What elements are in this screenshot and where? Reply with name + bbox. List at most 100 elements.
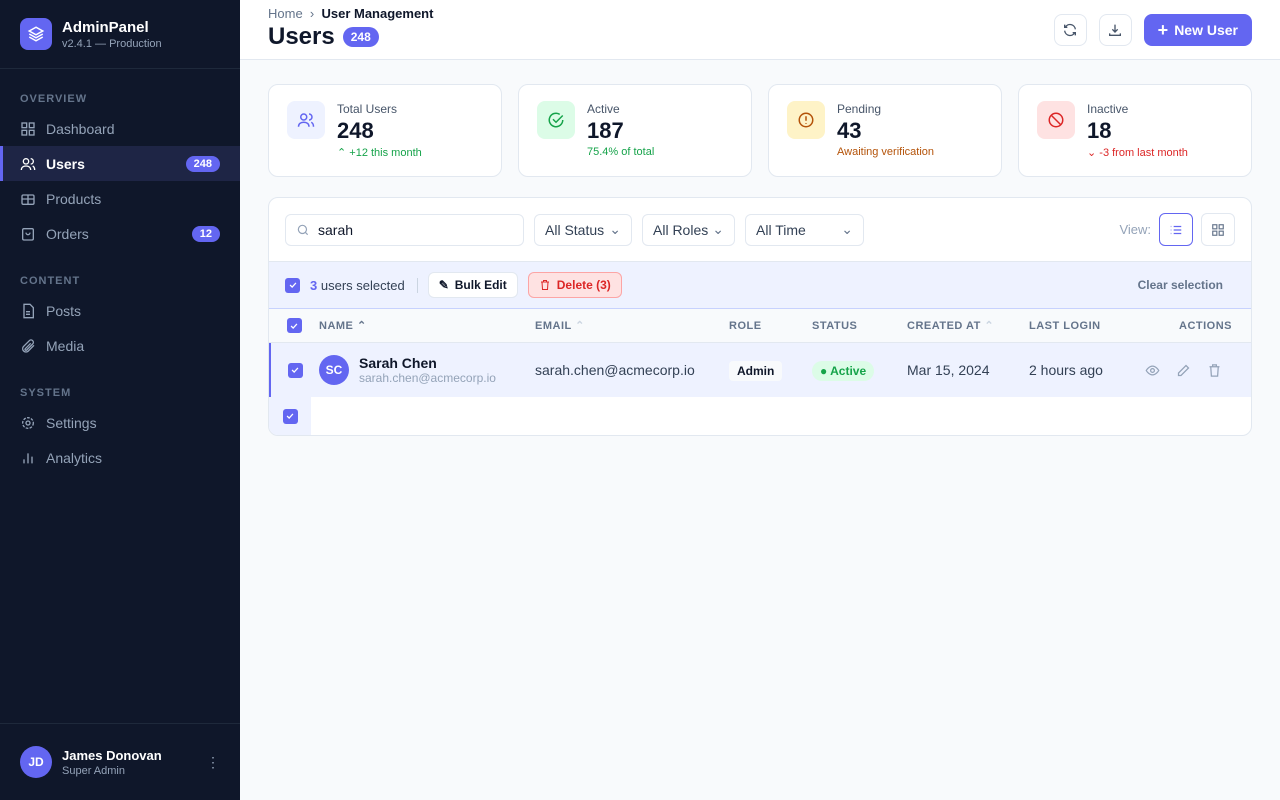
new-user-button[interactable]: + New User: [1143, 14, 1252, 46]
sidebar-item-users[interactable]: Users 248: [0, 146, 240, 181]
user-name: Sarah Chen: [359, 355, 437, 371]
email: sarah.chen@acmecorp.io: [535, 362, 695, 378]
search-input[interactable]: sarah: [285, 213, 524, 246]
last-login: 2 hours ago: [1029, 362, 1103, 378]
label: Orders: [46, 225, 89, 242]
trash-icon[interactable]: [1207, 363, 1222, 378]
eye-icon[interactable]: [1145, 363, 1160, 378]
trash-icon: [540, 280, 549, 290]
filters: sarah All Status ⌄ All Roles ⌄ All Time ⌄ V…: [269, 198, 1251, 261]
user-profile[interactable]: JD James Donovan Super Admin ⋮: [0, 723, 240, 800]
delete-label: Delete (3): [556, 278, 611, 292]
stat-sub: 75.4% of total: [587, 146, 655, 158]
status-value: All Status: [545, 221, 605, 238]
alert-circle-icon: [787, 101, 825, 139]
sidebar-item-settings[interactable]: Settings: [0, 405, 240, 440]
list-view-button[interactable]: [1159, 213, 1193, 246]
gear-icon: [22, 416, 34, 429]
col-role: ROLE: [729, 319, 762, 332]
roles-select[interactable]: All Roles ⌄: [642, 213, 735, 246]
user-sub-email: sarah.chen@acmecorp.io: [359, 371, 496, 385]
stat-label: Inactive: [1087, 102, 1129, 116]
breadcrumb-home[interactable]: Home: [268, 6, 303, 21]
delete-button[interactable]: Delete (3): [527, 272, 622, 298]
refresh-button[interactable]: [1053, 14, 1087, 46]
refresh-icon: [1064, 23, 1077, 37]
table-row-empty: [269, 397, 1251, 435]
paperclip-icon: [22, 338, 35, 353]
chevron-down-icon: ⌄: [841, 221, 853, 237]
stat-label: Active: [587, 102, 620, 116]
stat-total-users: Total Users 248 ⌃ +12 this month: [268, 84, 502, 177]
time-select[interactable]: All Time ⌄: [745, 213, 864, 246]
download-button[interactable]: [1098, 14, 1132, 46]
row-checkbox[interactable]: [287, 362, 303, 378]
sidebar-item-media[interactable]: Media: [0, 328, 240, 363]
stat-sub: -3 from last month: [1099, 147, 1188, 159]
sidebar-item-orders[interactable]: Orders 12: [0, 216, 240, 251]
bulk-edit-button[interactable]: ✎ Bulk Edit: [427, 272, 518, 298]
users-panel: sarah All Status ⌄ All Roles ⌄ All Time ⌄ V…: [268, 197, 1252, 436]
label: Analytics: [46, 449, 103, 466]
stat-active: Active 187 75.4% of total: [518, 84, 752, 177]
selected-count: 3: [310, 277, 318, 293]
roles-value: All Roles: [653, 221, 709, 238]
more-vertical-icon[interactable]: ⋮: [206, 753, 220, 770]
search-value: sarah: [318, 221, 354, 238]
user-role: Super Admin: [62, 764, 125, 777]
status-select[interactable]: All Status ⌄: [534, 213, 632, 246]
stat-value: 18: [1087, 118, 1112, 143]
table-row[interactable]: SC Sarah Chen sarah.chen@acmecorp.io sarah…: [269, 343, 1251, 397]
breadcrumb-current: User Management: [321, 6, 434, 21]
label: Posts: [46, 302, 82, 319]
brand-name: AdminPanel: [62, 18, 149, 36]
avatar: SC: [319, 355, 349, 385]
edit-icon[interactable]: [1176, 363, 1191, 378]
label: Settings: [46, 414, 97, 431]
sidebar-item-analytics[interactable]: Analytics: [0, 440, 240, 475]
col-email[interactable]: EMAIL ⌃: [535, 320, 585, 332]
stat-sub: Awaiting verification: [837, 146, 935, 158]
user-name: James Donovan: [62, 747, 162, 763]
stat-sub: +12 this month: [349, 147, 422, 159]
sidebar-item-products[interactable]: Products: [0, 181, 240, 216]
avatar: JD: [20, 746, 52, 778]
select-all-checkbox[interactable]: [285, 277, 300, 293]
download-icon: [1109, 24, 1122, 36]
col-status: STATUS: [812, 319, 858, 332]
bulk-edit-label: Bulk Edit: [454, 278, 507, 292]
col-created[interactable]: CREATED AT ⌃: [907, 320, 995, 332]
sidebar-item-posts[interactable]: Posts: [0, 293, 240, 328]
role-badge: Admin: [729, 361, 783, 381]
stat-inactive: Inactive 18 ⌄ -3 from last month: [1018, 84, 1252, 177]
orders-badge: 12: [191, 225, 220, 242]
layers-icon: [20, 18, 52, 50]
users-badge: 248: [185, 155, 220, 172]
stat-value: 187: [587, 118, 624, 143]
clear-selection-link[interactable]: Clear selection: [1137, 278, 1223, 292]
view-label: View:: [1119, 222, 1151, 237]
stat-pending: Pending 43 Awaiting verification: [768, 84, 1002, 177]
bulk-bar: 3 users selected ✎ Bulk Edit Delete (3) C…: [269, 261, 1251, 309]
time-value: All Time: [756, 221, 806, 238]
label: Dashboard: [46, 120, 115, 137]
page-title: Users: [268, 23, 335, 50]
stat-value: 43: [837, 118, 862, 143]
col-name[interactable]: NAME ⌃: [319, 320, 367, 332]
table-header: NAME ⌃ EMAIL ⌃ ROLE STATUS CREATED AT ⌃ …: [269, 309, 1251, 343]
plus-icon: +: [1157, 19, 1169, 40]
label: Users: [46, 155, 85, 172]
sidebar-item-dashboard[interactable]: Dashboard: [0, 111, 240, 146]
users-icon: [20, 157, 36, 170]
col-last-login: LAST LOGIN: [1029, 319, 1101, 332]
selected-text: users selected: [320, 277, 405, 293]
version: v2.4.1 — Production: [62, 37, 162, 50]
stat-value: 248: [337, 118, 374, 143]
check-circle-icon: [537, 101, 575, 139]
sidebar: AdminPanel v2.4.1 — Production OVERVIEW D…: [0, 0, 240, 800]
grid-icon: [21, 121, 35, 136]
row-checkbox[interactable]: [282, 408, 298, 424]
pencil-icon: ✎: [438, 278, 449, 292]
header-checkbox[interactable]: [286, 318, 302, 333]
grid-view-button[interactable]: [1201, 213, 1235, 246]
